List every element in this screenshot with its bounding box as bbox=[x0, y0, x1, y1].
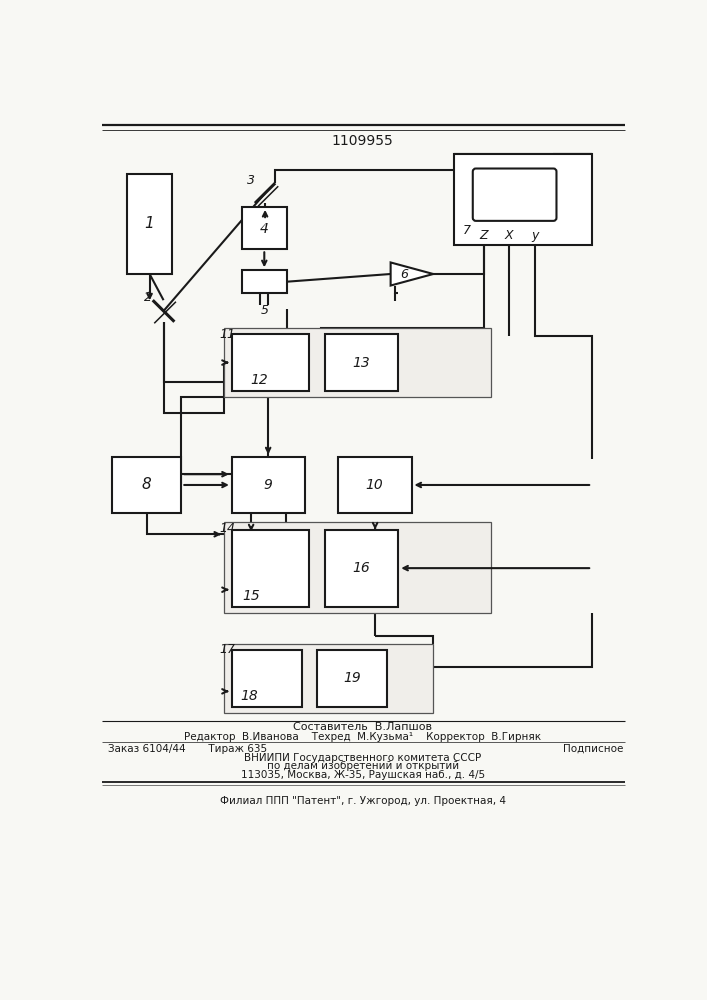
Bar bbox=[454, 154, 592, 245]
Bar bbox=[317, 650, 387, 707]
Text: y: y bbox=[531, 229, 539, 242]
Text: 2: 2 bbox=[144, 291, 152, 304]
Bar bbox=[242, 270, 287, 293]
Text: 17: 17 bbox=[220, 643, 236, 656]
Text: Подписное: Подписное bbox=[563, 744, 623, 754]
Text: 11: 11 bbox=[220, 328, 236, 341]
Text: 5: 5 bbox=[260, 304, 268, 317]
Text: 3: 3 bbox=[247, 174, 255, 187]
Text: Z: Z bbox=[479, 229, 488, 242]
Text: ВНИИПИ Государственного комитета СССР: ВНИИПИ Государственного комитета СССР bbox=[244, 753, 481, 763]
Bar bbox=[224, 644, 433, 713]
Bar bbox=[232, 650, 301, 707]
Text: 9: 9 bbox=[264, 478, 273, 492]
Bar bbox=[232, 530, 309, 607]
Text: Составитель  В.Лапшов: Составитель В.Лапшов bbox=[293, 722, 432, 732]
Bar bbox=[224, 328, 491, 397]
Bar bbox=[232, 334, 309, 391]
Text: 4: 4 bbox=[260, 222, 269, 236]
Bar bbox=[127, 174, 172, 274]
Bar bbox=[224, 522, 491, 613]
Bar bbox=[325, 530, 398, 607]
Text: Заказ 6104/44       Тираж 635: Заказ 6104/44 Тираж 635 bbox=[107, 744, 267, 754]
Text: 13: 13 bbox=[352, 356, 370, 370]
Text: 15: 15 bbox=[243, 589, 260, 603]
Text: 12: 12 bbox=[250, 373, 268, 387]
Bar bbox=[112, 457, 182, 513]
Text: 10: 10 bbox=[366, 478, 383, 492]
Text: 113035, Москва, Ж-35, Раушская наб., д. 4/5: 113035, Москва, Ж-35, Раушская наб., д. … bbox=[240, 770, 485, 780]
Text: 1109955: 1109955 bbox=[332, 134, 394, 148]
Text: 19: 19 bbox=[343, 671, 361, 685]
Text: 8: 8 bbox=[141, 477, 151, 492]
Text: 14: 14 bbox=[220, 522, 236, 535]
Bar bbox=[232, 457, 305, 513]
Text: Редактор  В.Иванова    Техред  М.Кузьма¹    Корректор  В.Гирняк: Редактор В.Иванова Техред М.Кузьма¹ Корр… bbox=[184, 732, 542, 742]
FancyBboxPatch shape bbox=[473, 169, 556, 221]
Text: 16: 16 bbox=[352, 561, 370, 575]
Text: 7: 7 bbox=[462, 224, 471, 237]
Bar bbox=[338, 457, 411, 513]
Text: 1: 1 bbox=[145, 216, 154, 231]
Bar bbox=[325, 334, 398, 391]
Text: X: X bbox=[505, 229, 513, 242]
Text: Филиал ППП "Патент", г. Ужгород, ул. Проектная, 4: Филиал ППП "Патент", г. Ужгород, ул. Про… bbox=[220, 796, 506, 806]
Text: 6: 6 bbox=[401, 267, 409, 280]
Text: по делам изобретений и открытий: по делам изобретений и открытий bbox=[267, 761, 459, 771]
Text: 18: 18 bbox=[240, 689, 259, 703]
Bar bbox=[242, 207, 287, 249]
Polygon shape bbox=[391, 262, 433, 286]
